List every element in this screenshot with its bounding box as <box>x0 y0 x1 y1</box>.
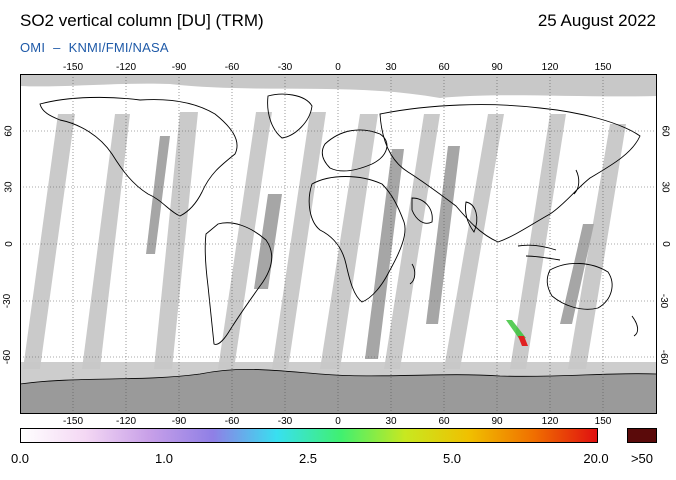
lat-tick-left: 0 <box>3 241 15 247</box>
new-zealand-coast <box>631 315 639 337</box>
colorbar-label: 5.0 <box>442 451 462 466</box>
madagascar-coast <box>409 263 416 285</box>
lon-tick-bottom: 90 <box>491 416 503 427</box>
lat-tick-right: 0 <box>659 241 671 247</box>
japan-coast <box>573 169 580 195</box>
lon-tick-top: 90 <box>491 62 503 73</box>
coastlines <box>39 93 641 345</box>
credit-separator: – <box>53 40 61 55</box>
lon-tick-bottom: 0 <box>335 416 341 427</box>
colorbar-label: 1.0 <box>154 451 174 466</box>
lon-tick-bottom: 120 <box>541 416 559 427</box>
lon-tick-bottom: -60 <box>224 416 240 427</box>
lat-tick-left: 60 <box>3 125 15 137</box>
arabia-coast <box>411 197 433 224</box>
lon-tick-bottom: -30 <box>277 416 293 427</box>
greenland-coast <box>267 93 313 139</box>
lon-tick-top: 30 <box>385 62 397 73</box>
lon-tick-bottom: 150 <box>594 416 612 427</box>
africa-coast <box>308 176 406 303</box>
lon-tick-top: 120 <box>541 62 559 73</box>
colorbar-label: 0.0 <box>10 451 30 466</box>
lon-tick-bottom: -90 <box>171 416 187 427</box>
lon-tick-top: 150 <box>594 62 612 73</box>
lon-tick-top: 0 <box>335 62 341 73</box>
colorbar-max-swatch <box>627 428 657 443</box>
so2-map <box>20 74 657 414</box>
lon-tick-top: 60 <box>438 62 450 73</box>
lat-tick-left: -30 <box>2 293 14 309</box>
lat-tick-right: 60 <box>659 125 671 137</box>
orbit-gap-swaths <box>23 112 626 369</box>
so2-hotspot <box>506 320 528 346</box>
indonesia-coast <box>517 244 561 261</box>
lat-tick-right: 30 <box>659 181 671 193</box>
lon-tick-bottom: 30 <box>385 416 397 427</box>
dark-nodata-strips <box>146 136 594 359</box>
colorbar-label: 20.0 <box>583 451 609 466</box>
lon-tick-bottom: -120 <box>115 416 137 427</box>
lon-tick-top: -120 <box>115 62 137 73</box>
europe-coast <box>321 129 388 172</box>
lon-tick-bottom: 60 <box>438 416 450 427</box>
lon-tick-top: -30 <box>277 62 293 73</box>
colorbar-label: >50 <box>630 451 654 466</box>
credit-omi: OMI <box>20 40 46 55</box>
credit-agencies: KNMI/FMI/NASA <box>68 40 169 55</box>
lat-tick-right: -30 <box>658 293 670 309</box>
hotspot-plume-green <box>506 320 526 340</box>
north-america-coast <box>39 96 238 217</box>
graticule <box>20 74 657 414</box>
hotspot-core-red <box>518 336 528 346</box>
credit-line: OMI – KNMI/FMI/NASA <box>20 40 169 55</box>
south-america-coast <box>204 222 273 345</box>
colorbar-label: 2.5 <box>298 451 318 466</box>
india-coast <box>465 201 478 233</box>
map-date: 25 August 2022 <box>537 11 656 30</box>
map-title: SO2 vertical column [DU] (TRM) <box>20 11 264 30</box>
map-frame <box>20 74 657 414</box>
asia-coast <box>379 104 641 243</box>
lon-tick-top: -60 <box>224 62 240 73</box>
lon-tick-bottom: -150 <box>62 416 84 427</box>
colorbar <box>20 428 598 443</box>
lon-tick-top: -150 <box>62 62 84 73</box>
australia-coast <box>546 263 613 310</box>
map-canvas <box>20 74 657 414</box>
lat-tick-left: -60 <box>2 349 14 365</box>
lat-tick-left: 30 <box>3 181 15 193</box>
lon-tick-top: -90 <box>171 62 187 73</box>
lat-tick-right: -60 <box>658 349 670 365</box>
